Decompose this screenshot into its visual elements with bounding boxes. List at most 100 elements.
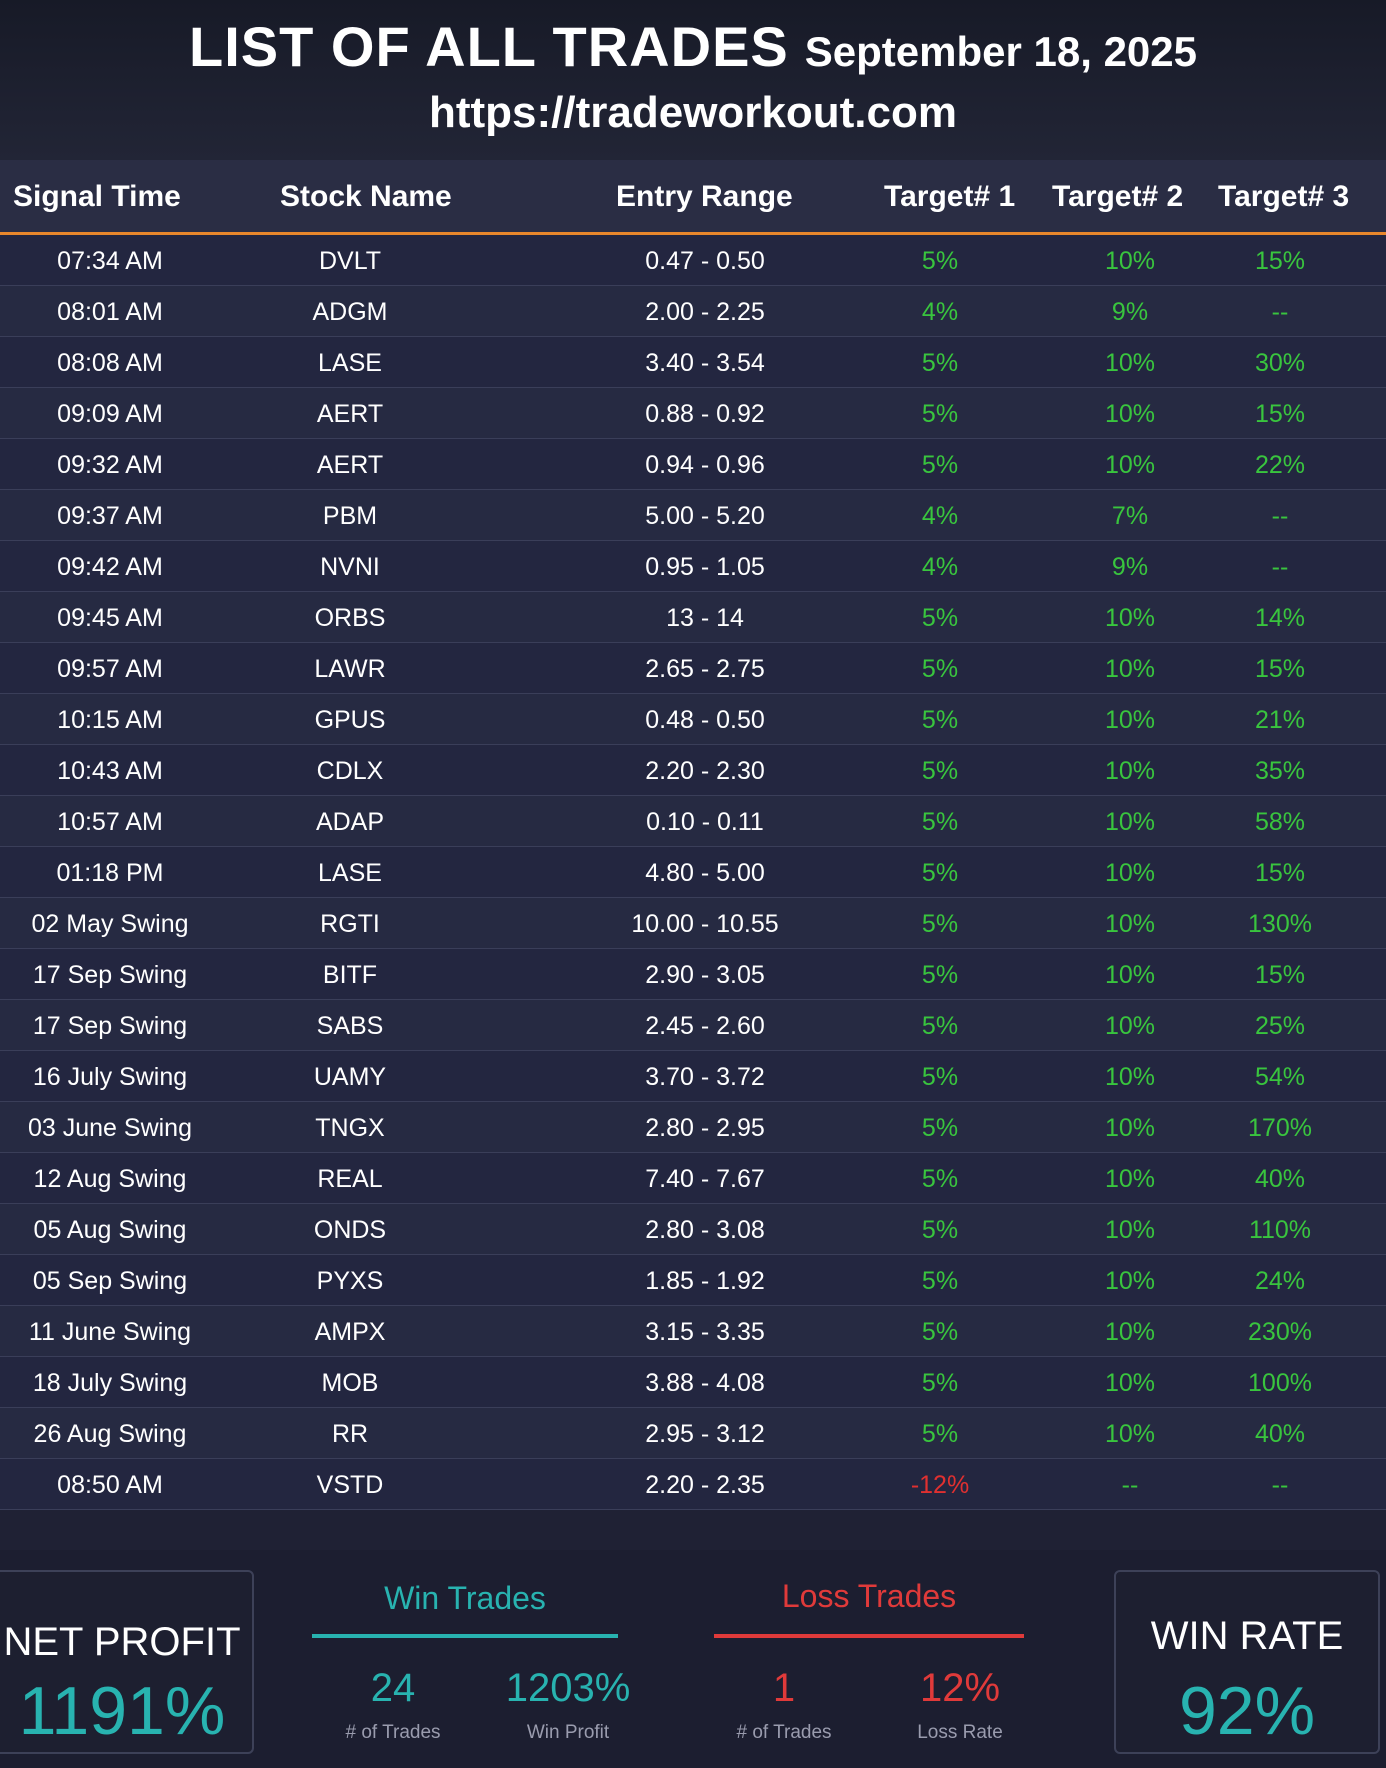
table-row: 08:01 AM ADGM 2.00 - 2.25 4% 9% -- bbox=[0, 286, 1386, 337]
website-url[interactable]: https://tradeworkout.com bbox=[428, 88, 958, 137]
entry-range-cell: 5.00 - 5.20 bbox=[645, 502, 765, 530]
col-signal-time: Signal Time bbox=[13, 180, 181, 213]
signal-time-cell: 09:57 AM bbox=[57, 655, 163, 683]
entry-range-cell: 0.10 - 0.11 bbox=[646, 808, 764, 836]
target-3-cell: -- bbox=[1271, 553, 1289, 581]
col-target-3: Target# 3 bbox=[1218, 180, 1350, 213]
stock-name-cell: SABS bbox=[316, 1012, 384, 1040]
entry-range-cell: 3.70 - 3.72 bbox=[645, 1063, 765, 1091]
page-title: LIST OF ALL TRADES bbox=[189, 15, 789, 78]
target-1-cell: 5% bbox=[921, 757, 959, 785]
signal-time-cell: 11 June Swing bbox=[28, 1318, 192, 1346]
entry-range-cell: 2.80 - 2.95 bbox=[645, 1114, 765, 1142]
target-2-cell: 10% bbox=[1104, 757, 1156, 785]
stock-name-cell: RR bbox=[331, 1420, 369, 1448]
signal-time-cell: 10:57 AM bbox=[57, 808, 163, 836]
target-2-cell: 10% bbox=[1104, 1114, 1156, 1142]
col-target-2: Target# 2 bbox=[1052, 180, 1184, 213]
stock-name-cell: VSTD bbox=[316, 1471, 384, 1499]
target-3-cell: 14% bbox=[1254, 604, 1306, 632]
target-2-cell: 10% bbox=[1104, 1267, 1156, 1295]
loss-trades-underline bbox=[714, 1634, 1024, 1638]
target-2-cell: -- bbox=[1121, 1471, 1139, 1499]
net-profit-box: NET PROFIT 1191% bbox=[0, 1570, 254, 1754]
loss-count-caption: # of Trades bbox=[736, 1722, 832, 1743]
col-stock-name: Stock Name bbox=[280, 180, 452, 213]
signal-time-cell: 09:42 AM bbox=[57, 553, 163, 581]
target-3-cell: 130% bbox=[1248, 910, 1312, 938]
target-1-cell: 5% bbox=[921, 808, 959, 836]
entry-range-cell: 2.20 - 2.30 bbox=[645, 757, 765, 785]
signal-time-cell: 17 Sep Swing bbox=[32, 961, 188, 989]
table-row: 09:42 AM NVNI 0.95 - 1.05 4% 9% -- bbox=[0, 541, 1386, 592]
target-1-cell: 5% bbox=[921, 604, 959, 632]
stock-name-cell: ADAP bbox=[315, 808, 385, 836]
stock-name-cell: AERT bbox=[316, 451, 384, 479]
target-1-cell: 5% bbox=[921, 400, 959, 428]
signal-time-cell: 18 July Swing bbox=[32, 1369, 188, 1397]
target-2-cell: 10% bbox=[1104, 1165, 1156, 1193]
stock-name-cell: TNGX bbox=[315, 1114, 385, 1142]
entry-range-cell: 2.00 - 2.25 bbox=[645, 298, 765, 326]
target-1-cell: 5% bbox=[921, 1012, 959, 1040]
signal-time-cell: 10:15 AM bbox=[57, 706, 163, 734]
target-2-cell: 10% bbox=[1104, 910, 1156, 938]
signal-time-cell: 17 Sep Swing bbox=[32, 1012, 188, 1040]
table-row: 09:37 AM PBM 5.00 - 5.20 4% 7% -- bbox=[0, 490, 1386, 541]
stock-name-cell: LASE bbox=[318, 349, 382, 377]
stock-name-cell: NVNI bbox=[320, 553, 380, 581]
target-2-cell: 10% bbox=[1104, 706, 1156, 734]
target-2-cell: 10% bbox=[1104, 655, 1156, 683]
entry-range-cell: 2.45 - 2.60 bbox=[645, 1012, 765, 1040]
target-3-cell: 15% bbox=[1254, 859, 1306, 887]
signal-time-cell: 02 May Swing bbox=[31, 910, 189, 938]
target-1-cell: 5% bbox=[921, 1165, 959, 1193]
target-2-cell: 9% bbox=[1111, 553, 1149, 581]
entry-range-cell: 0.48 - 0.50 bbox=[645, 706, 765, 734]
stock-name-cell: AERT bbox=[316, 400, 384, 428]
entry-range-cell: 3.40 - 3.54 bbox=[645, 349, 765, 377]
target-2-cell: 10% bbox=[1104, 400, 1156, 428]
col-entry-range: Entry Range bbox=[616, 180, 793, 213]
table-row: 10:15 AM GPUS 0.48 - 0.50 5% 10% 21% bbox=[0, 694, 1386, 745]
target-3-cell: 35% bbox=[1254, 757, 1306, 785]
entry-range-cell: 0.47 - 0.50 bbox=[645, 247, 765, 275]
table-row: 18 July Swing MOB 3.88 - 4.08 5% 10% 100% bbox=[0, 1357, 1386, 1408]
entry-range-cell: 2.20 - 2.35 bbox=[645, 1471, 765, 1499]
target-3-cell: 40% bbox=[1254, 1420, 1306, 1448]
target-1-cell: 5% bbox=[921, 1318, 959, 1346]
table-row: 08:50 AM VSTD 2.20 - 2.35 -12% -- -- bbox=[0, 1459, 1386, 1510]
win-count-caption: # of Trades bbox=[345, 1722, 441, 1743]
stock-name-cell: MOB bbox=[321, 1369, 379, 1397]
win-rate-value: 92% bbox=[1178, 1673, 1316, 1749]
table-row: 10:43 AM CDLX 2.20 - 2.30 5% 10% 35% bbox=[0, 745, 1386, 796]
win-profit-caption: Win Profit bbox=[526, 1722, 610, 1743]
target-3-cell: 100% bbox=[1248, 1369, 1312, 1397]
table-row: 11 June Swing AMPX 3.15 - 3.35 5% 10% 230% bbox=[0, 1306, 1386, 1357]
target-3-cell: 22% bbox=[1254, 451, 1306, 479]
win-trades-underline bbox=[312, 1634, 618, 1638]
win-profit: 1203% bbox=[505, 1666, 631, 1710]
signal-time-cell: 05 Sep Swing bbox=[32, 1267, 188, 1295]
table-row: 09:09 AM AERT 0.88 - 0.92 5% 10% 15% bbox=[0, 388, 1386, 439]
target-3-cell: 230% bbox=[1248, 1318, 1312, 1346]
target-1-cell: 5% bbox=[921, 1369, 959, 1397]
table-row: 09:32 AM AERT 0.94 - 0.96 5% 10% 22% bbox=[0, 439, 1386, 490]
target-2-cell: 10% bbox=[1104, 1369, 1156, 1397]
target-1-cell: 5% bbox=[921, 349, 959, 377]
table-row: 05 Sep Swing PYXS 1.85 - 1.92 5% 10% 24% bbox=[0, 1255, 1386, 1306]
signal-time-cell: 01:18 PM bbox=[56, 859, 164, 887]
entry-range-cell: 13 - 14 bbox=[666, 604, 744, 632]
target-1-cell: 5% bbox=[921, 1267, 959, 1295]
signal-time-cell: 05 Aug Swing bbox=[33, 1216, 187, 1244]
target-1-cell: 4% bbox=[921, 298, 959, 326]
table-row: 16 July Swing UAMY 3.70 - 3.72 5% 10% 54% bbox=[0, 1051, 1386, 1102]
stock-name-cell: PBM bbox=[322, 502, 378, 530]
stock-name-cell: ORBS bbox=[314, 604, 386, 632]
entry-range-cell: 2.65 - 2.75 bbox=[645, 655, 765, 683]
table-row: 17 Sep Swing SABS 2.45 - 2.60 5% 10% 25% bbox=[0, 1000, 1386, 1051]
stock-name-cell: PYXS bbox=[316, 1267, 384, 1295]
entry-range-cell: 2.95 - 3.12 bbox=[645, 1420, 765, 1448]
trades-table-body: 07:34 AM DVLT 0.47 - 0.50 5% 10% 15% 08:01 AM A… bbox=[0, 235, 1386, 1510]
target-3-cell: 24% bbox=[1254, 1267, 1306, 1295]
